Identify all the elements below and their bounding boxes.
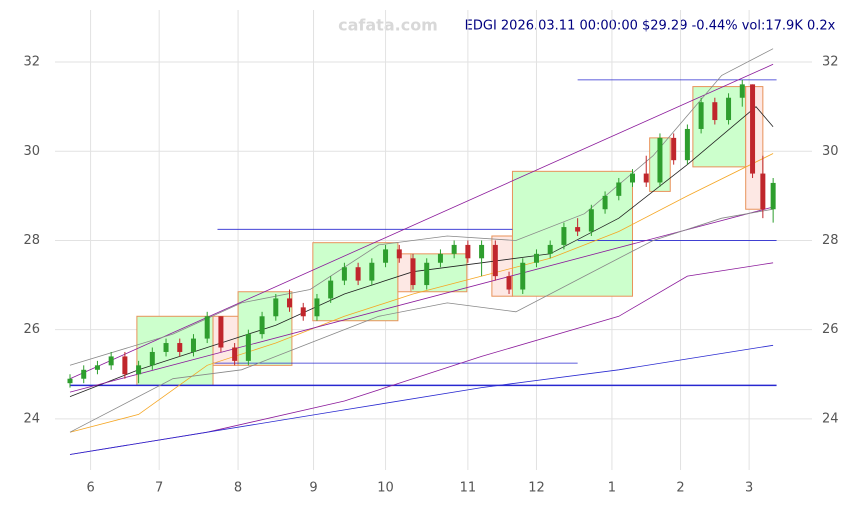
candle-body	[369, 262, 375, 281]
candle-body	[287, 298, 293, 308]
candle-body	[410, 258, 416, 286]
candle-body	[163, 343, 169, 352]
x-tick-label: 2	[676, 481, 684, 496]
indicator-line	[69, 153, 774, 433]
candle-body	[616, 182, 622, 196]
candle-body	[328, 280, 334, 299]
y-tick-label: 30	[23, 144, 40, 159]
indicator-line	[69, 63, 774, 380]
x-tick-label: 6	[86, 481, 94, 496]
candle-body	[770, 182, 776, 210]
candle-body	[122, 356, 128, 375]
candle-body	[533, 253, 539, 263]
x-tick-label: 8	[234, 481, 242, 496]
y-tick-label: 26	[23, 322, 40, 337]
y-tick-label: 28	[23, 233, 40, 248]
candle-body	[67, 378, 73, 384]
candle-body	[245, 334, 251, 361]
candle-body	[547, 244, 553, 254]
candle-body	[259, 316, 265, 335]
x-tick-label: 7	[155, 481, 163, 496]
candle-body	[712, 102, 718, 121]
candle-body	[355, 267, 361, 281]
indicator-line	[69, 208, 774, 433]
y-tick-label-right: 26	[822, 322, 839, 337]
candle-body	[424, 262, 430, 286]
zone-box	[136, 315, 214, 386]
indicator-line	[69, 206, 774, 393]
candle-body	[300, 307, 306, 317]
y-tick-label: 24	[23, 411, 40, 426]
candle-body	[492, 244, 498, 277]
candle-body	[437, 253, 443, 263]
candle-body	[396, 249, 402, 259]
candle-body	[383, 249, 389, 263]
candle-body	[177, 343, 183, 352]
x-tick-label: 3	[745, 481, 753, 496]
candle-body	[479, 244, 485, 259]
candle-body	[81, 369, 87, 379]
candle-body	[561, 227, 567, 245]
candle-body	[465, 244, 471, 259]
zone-box	[511, 170, 634, 297]
candle-body	[232, 347, 238, 361]
candle-body	[204, 316, 210, 339]
y-tick-label-right: 30	[822, 144, 839, 159]
y-tick-label-right: 28	[822, 233, 839, 248]
indicator-line	[69, 48, 774, 366]
y-tick-label-right: 32	[822, 55, 839, 70]
candle-body	[506, 276, 512, 290]
watermark: cafata.com	[338, 16, 438, 35]
candle-body	[739, 84, 745, 98]
chart-title: EDGI 2026.03.11 00:00:00 $29.29 -0.44% v…	[465, 19, 836, 34]
candle-body	[149, 351, 155, 366]
x-tick-label: 1	[608, 481, 616, 496]
candle-body	[520, 262, 526, 290]
candle-body	[588, 209, 594, 232]
y-tick-label-right: 24	[822, 411, 839, 426]
candle-body	[684, 128, 690, 161]
candle-body	[726, 97, 732, 121]
candle-body	[671, 137, 677, 161]
candle-body	[630, 173, 636, 183]
candle-body	[273, 298, 279, 317]
candle-body	[698, 102, 704, 129]
candle-body	[341, 267, 347, 281]
x-tick-label: 9	[309, 481, 317, 496]
candle-body	[750, 84, 756, 174]
candle-body	[314, 298, 320, 317]
candle-body	[218, 316, 224, 348]
y-tick-label: 32	[23, 55, 40, 70]
candle-body	[190, 338, 196, 352]
candle-body	[108, 356, 114, 366]
candle-body	[643, 173, 649, 183]
indicator-line	[69, 344, 774, 455]
candle-body	[575, 227, 581, 232]
x-tick-label: 11	[460, 481, 477, 496]
candle-body	[657, 137, 663, 183]
candle-body	[451, 244, 457, 254]
x-tick-label: 12	[528, 481, 545, 496]
candle-body	[760, 173, 766, 210]
candle-body	[136, 365, 142, 375]
candle-body	[94, 365, 100, 370]
candle-body	[602, 195, 608, 210]
x-tick-label: 10	[377, 481, 394, 496]
